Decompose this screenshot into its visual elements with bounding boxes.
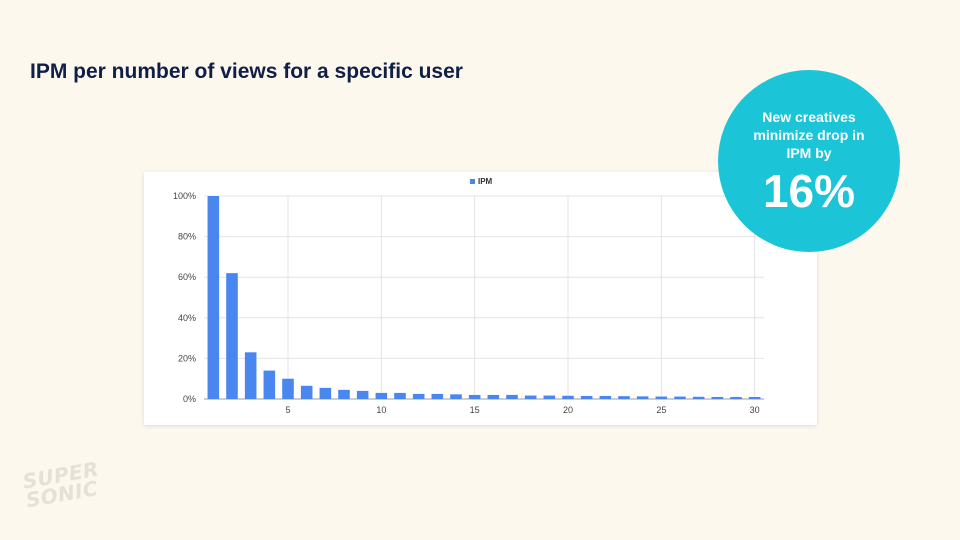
callout-circle: New creatives minimize drop in IPM by 16… xyxy=(718,70,900,252)
bar xyxy=(338,389,350,399)
x-tick-label: 25 xyxy=(656,405,666,415)
callout-text: New creatives minimize drop in IPM by xyxy=(753,109,865,161)
callout-value: 16% xyxy=(762,165,856,217)
x-tick-label: 20 xyxy=(563,405,573,415)
legend-label: IPM xyxy=(478,177,493,186)
chart-card: 0% 20% 40% 60% 80% 100% 5 10 15 20 25 30 IPM xyxy=(144,172,817,425)
bar xyxy=(636,396,649,399)
bar xyxy=(226,273,238,399)
bar xyxy=(562,395,574,399)
bar xyxy=(506,394,518,399)
x-tick-label: 5 xyxy=(285,405,290,415)
legend-swatch xyxy=(470,179,475,184)
bar xyxy=(674,396,686,399)
bar xyxy=(319,387,332,399)
bar xyxy=(300,385,313,399)
y-tick-label: 80% xyxy=(178,232,196,242)
y-tick-label: 40% xyxy=(178,313,196,323)
ipm-bar-chart: 0% 20% 40% 60% 80% 100% 5 10 15 20 25 30 IPM xyxy=(173,177,764,415)
bar xyxy=(375,392,388,399)
bar xyxy=(487,394,500,399)
bar xyxy=(207,196,220,399)
bar xyxy=(450,394,462,399)
slide-title: IPM per number of views for a specific u… xyxy=(30,60,463,83)
bar xyxy=(692,396,705,399)
bar xyxy=(618,396,630,399)
x-tick-label: 10 xyxy=(376,405,386,415)
bar xyxy=(244,352,257,399)
y-tick-label: 20% xyxy=(178,353,196,363)
y-tick-label: 60% xyxy=(178,272,196,282)
y-tick-label: 100% xyxy=(173,191,196,201)
x-tick-label: 15 xyxy=(470,405,480,415)
bar xyxy=(412,393,425,399)
bar xyxy=(655,396,668,399)
bar xyxy=(524,395,537,399)
bar xyxy=(711,396,724,399)
supersonic-logo: SUPER SONIC xyxy=(21,457,103,513)
bar xyxy=(263,370,276,399)
bar xyxy=(394,392,406,399)
bar xyxy=(431,393,444,399)
y-tick-label: 0% xyxy=(183,394,196,404)
bar xyxy=(580,395,593,399)
x-tick-label: 30 xyxy=(750,405,760,415)
bar xyxy=(543,395,556,399)
bar xyxy=(748,396,761,399)
bar xyxy=(282,378,294,399)
bar xyxy=(468,394,481,399)
bar xyxy=(356,390,369,399)
bar xyxy=(599,395,612,399)
bar xyxy=(730,396,742,399)
